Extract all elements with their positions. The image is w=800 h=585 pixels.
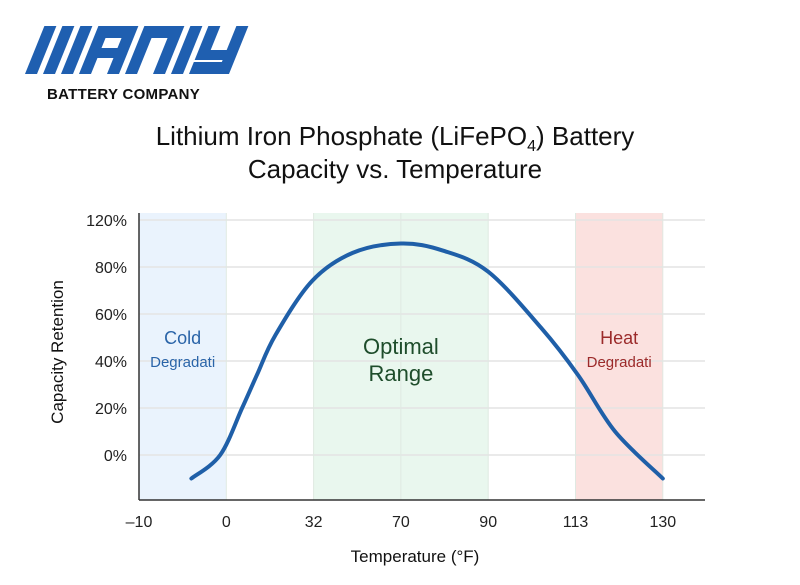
company-name: BATTERY COMPANY bbox=[47, 86, 201, 103]
y-tick-label: 0% bbox=[104, 448, 127, 465]
series-line-0 bbox=[189, 241, 665, 481]
band-label-subtitle: Range bbox=[368, 361, 433, 386]
company-logo bbox=[24, 26, 249, 74]
x-tick-label: 130 bbox=[649, 514, 676, 531]
band-label-title: Cold bbox=[164, 328, 201, 348]
y-tick-label: 60% bbox=[95, 307, 127, 324]
band-label-subtitle: Degradati bbox=[150, 354, 215, 371]
band-0 bbox=[139, 213, 227, 500]
x-axis-label: Temperature (°F) bbox=[350, 547, 480, 566]
chart-title-line1: Lithium Iron Phosphate (LiFePO4) Battery bbox=[155, 121, 635, 155]
y-tick-label: 80% bbox=[95, 260, 127, 277]
chart-title-line2: Capacity vs. Temperature bbox=[247, 154, 543, 184]
band-2 bbox=[575, 213, 663, 500]
y-tick-label: 20% bbox=[95, 401, 127, 418]
x-tick-label: 113 bbox=[563, 514, 589, 531]
y-axis-label: Capacity Retention bbox=[48, 280, 67, 424]
x-tick-label: 90 bbox=[479, 514, 497, 531]
band-label-subtitle: Degradati bbox=[587, 354, 652, 371]
x-tick-label: 32 bbox=[305, 514, 323, 531]
x-tick-label: –10 bbox=[126, 514, 153, 531]
band-label-title: Heat bbox=[600, 328, 638, 348]
band-label-title: Optimal bbox=[363, 334, 439, 359]
x-tick-label: 0 bbox=[222, 514, 231, 531]
y-tick-label: 120% bbox=[86, 213, 127, 230]
y-tick-label: 40% bbox=[95, 354, 127, 371]
x-tick-label: 70 bbox=[392, 514, 410, 531]
